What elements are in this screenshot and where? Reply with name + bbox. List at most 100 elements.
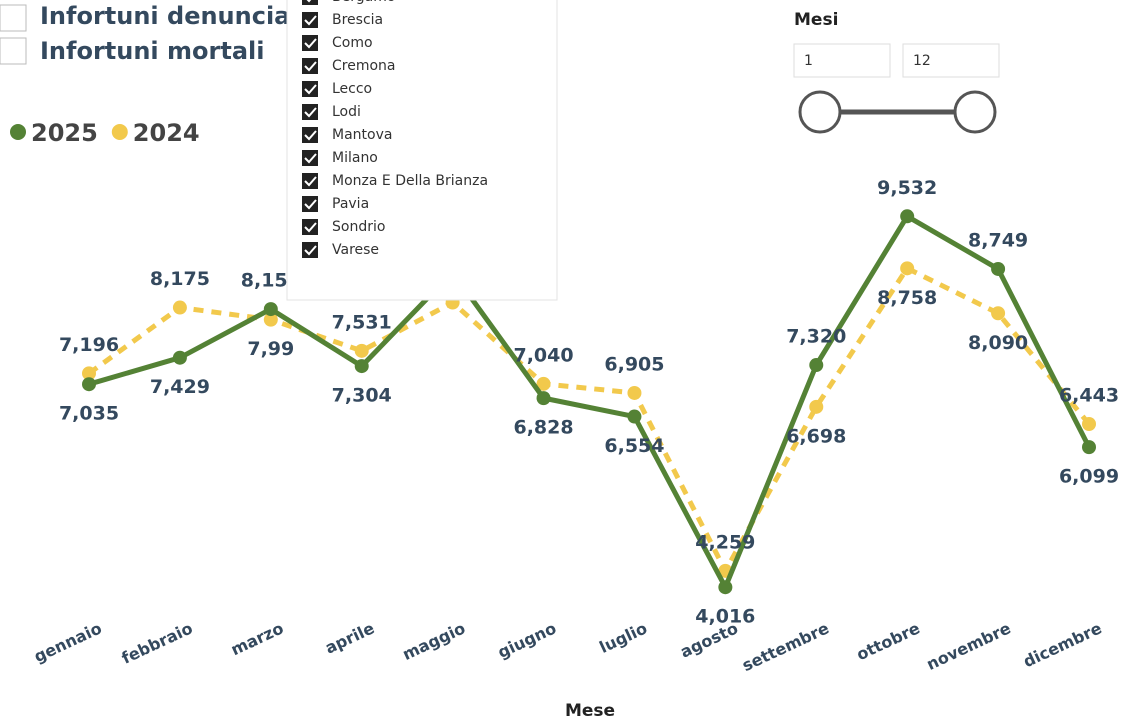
checkmark: [304, 15, 317, 26]
point: [1082, 440, 1096, 455]
checkmark: [304, 199, 317, 210]
slicer-min: 1: [804, 53, 813, 69]
legend-label: 2024: [133, 119, 200, 147]
data-label: 6,554: [604, 435, 664, 457]
checkmark: [304, 130, 317, 141]
data-label: 9,532: [877, 177, 937, 199]
checkmark: [304, 153, 317, 164]
x-tick-label: luglio: [596, 618, 650, 656]
list-item: Bergamo: [332, 0, 395, 5]
series-line: [87, 265, 1091, 574]
checkmark: [304, 176, 317, 187]
x-axis-title: Mese: [565, 701, 615, 721]
toggle-label: Infortuni mortali: [40, 37, 264, 65]
x-tick-label: novembre: [924, 618, 1014, 674]
list-item: Milano: [332, 150, 378, 166]
list-item: Varese: [332, 242, 379, 258]
data-label: 7,320: [786, 326, 846, 348]
checkbox[interactable]: [302, 0, 318, 5]
data-label: 6,099: [1059, 466, 1119, 488]
point: [354, 359, 369, 374]
point: [82, 377, 96, 392]
checkmark: [304, 38, 317, 49]
data-label: 8,090: [968, 332, 1028, 354]
point: [991, 261, 1006, 276]
slicer-max: 12: [913, 53, 931, 69]
data-label: 4,259: [695, 531, 755, 553]
plot: gennaio febbraio marzo aprile maggio giugno lu…: [31, 177, 1119, 721]
checkbox[interactable]: [0, 37, 27, 65]
checkmark: [304, 107, 317, 118]
list-item: Lodi: [332, 104, 361, 120]
point: [627, 409, 642, 424]
dropdown: Bergamo Brescia Como Cremona Lecco Lodi Mantov…: [286, 0, 558, 301]
point: [536, 376, 551, 391]
data-label: 7,035: [59, 403, 119, 425]
legend-label: 2025: [31, 119, 98, 147]
slicer-max-input[interactable]: [902, 43, 1000, 78]
slicer-min-input[interactable]: [793, 43, 891, 78]
slicer: Mesi 1 12: [793, 10, 1000, 134]
checkbox[interactable]: [0, 4, 27, 32]
data-label: 7,196: [59, 334, 119, 356]
point: [809, 358, 824, 373]
checkbox[interactable]: [302, 150, 318, 166]
checkmark: [304, 245, 317, 256]
list-item: Lecco: [332, 81, 372, 97]
x-tick-label: giugno: [495, 618, 559, 661]
checkbox[interactable]: [302, 81, 318, 97]
slider-handle[interactable]: [953, 90, 997, 134]
list-item: Monza E Della Brianza: [332, 173, 488, 189]
point: [991, 306, 1006, 321]
data-label: 6,443: [1059, 385, 1119, 407]
legend-marker: [10, 124, 26, 140]
point: [536, 391, 551, 406]
list-item: Pavia: [332, 196, 369, 212]
x-tick-label: gennaio: [31, 618, 105, 666]
list-item: Cremona: [332, 58, 396, 74]
point: [809, 399, 824, 414]
data-label: 7,304: [332, 385, 392, 407]
checkbox[interactable]: [302, 219, 318, 235]
x-tick-label: marzo: [228, 618, 286, 659]
checkmark: [304, 84, 317, 95]
list-item: Mantova: [332, 127, 392, 143]
point: [354, 343, 369, 358]
checkbox[interactable]: [302, 12, 318, 28]
checkbox[interactable]: [302, 242, 318, 258]
checkbox[interactable]: [302, 58, 318, 74]
point: [900, 209, 915, 224]
point: [1082, 417, 1096, 432]
data-label: 7,99: [247, 338, 294, 360]
checkbox[interactable]: [302, 35, 318, 51]
x-tick-label: febbraio: [119, 618, 196, 667]
slicer-title: Mesi: [794, 10, 838, 30]
dropdown-panel: [286, 0, 558, 301]
data-label: 8,749: [968, 229, 1028, 251]
slider-handle[interactable]: [798, 90, 842, 134]
toggles: Infortuni denunciati Infortuni mortali: [0, 2, 310, 65]
list-item: Brescia: [332, 12, 383, 28]
data-label: 7,429: [150, 376, 210, 398]
x-tick-label: maggio: [400, 618, 469, 663]
checkbox[interactable]: [302, 196, 318, 212]
checkmark: [306, 0, 312, 3]
checkbox[interactable]: [302, 173, 318, 189]
data-label: 6,828: [513, 417, 573, 439]
point: [82, 366, 96, 381]
data-label: 8,175: [150, 268, 210, 290]
point: [172, 300, 187, 315]
checkmark: [304, 61, 317, 72]
checkbox[interactable]: [302, 127, 318, 143]
x-tick-label: ottobre: [854, 618, 923, 664]
checkbox[interactable]: [302, 104, 318, 120]
point: [900, 261, 915, 276]
point: [263, 312, 278, 327]
point: [263, 302, 278, 317]
point: [172, 350, 187, 365]
series-line: [88, 213, 1092, 590]
data-label: 7,531: [332, 311, 392, 333]
data-label: 6,698: [786, 425, 846, 447]
data-label: 8,152: [241, 270, 301, 292]
